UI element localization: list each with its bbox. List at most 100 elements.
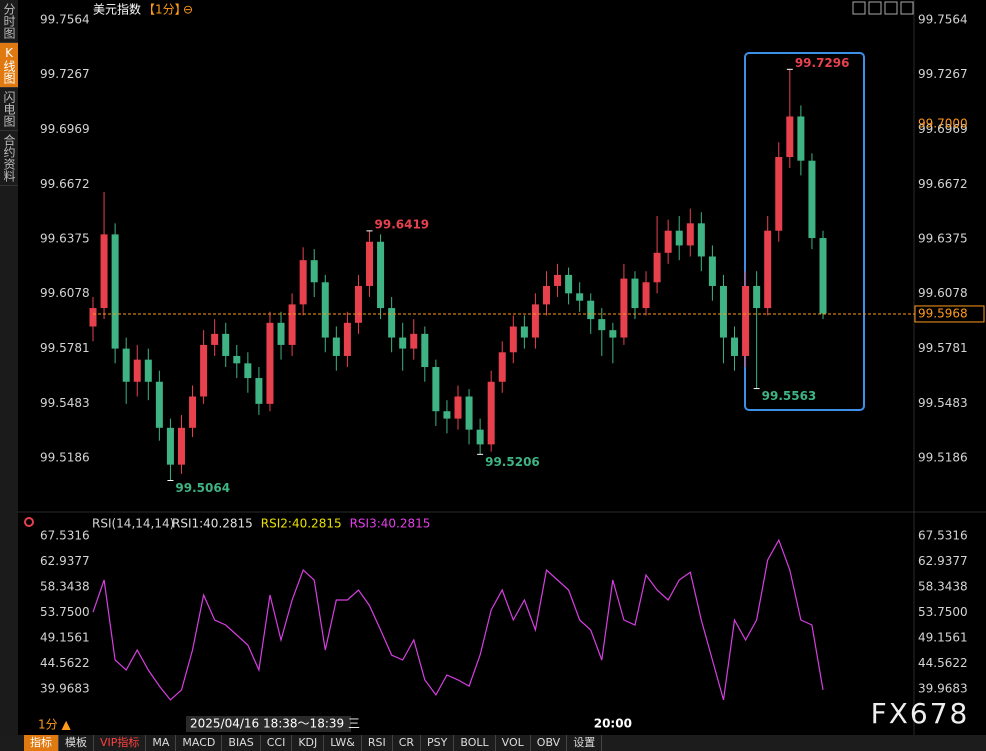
candle-body — [476, 429, 484, 445]
candle-body — [520, 326, 528, 338]
y-tick-label: 99.5483 — [40, 396, 90, 410]
toolbar-tab[interactable]: CR — [393, 735, 422, 751]
indicator-readout: RSI1:40.2815 — [172, 517, 253, 531]
candle-body — [321, 282, 329, 338]
candle-body — [89, 308, 97, 327]
zoom-icon[interactable]: ⊖ — [183, 3, 193, 17]
toolbar-tab[interactable]: MACD — [176, 735, 223, 751]
y-tick-label-right: 67.5316 — [918, 529, 968, 543]
candle-body — [399, 337, 407, 349]
chart-title: 美元指数 — [93, 2, 141, 17]
candle-body — [100, 234, 108, 309]
candle-body — [719, 285, 727, 338]
toolbar-tab[interactable]: VIP指标 — [94, 735, 147, 751]
tool-icons — [852, 1, 914, 15]
candle-body — [764, 230, 772, 309]
y-tick-label: 99.6672 — [40, 177, 90, 191]
candle-body — [443, 411, 451, 419]
candle-body — [432, 367, 440, 412]
y-tick-label: 44.5622 — [40, 656, 90, 670]
y-tick-label: 53.7500 — [40, 605, 90, 619]
watermark: FX678 — [871, 697, 970, 730]
candle-body — [366, 241, 374, 286]
toolbar-tab[interactable]: PSY — [421, 735, 455, 751]
crosshair-label-bg — [186, 716, 351, 732]
candle-body — [343, 322, 351, 356]
candle-body — [410, 333, 418, 349]
rsi-line — [92, 538, 824, 701]
y-tick-label: 67.5316 — [40, 529, 90, 543]
toolbar-tab[interactable]: BOLL — [454, 735, 496, 751]
candle-body — [742, 285, 750, 356]
y-tick-label-right: 49.1561 — [918, 631, 968, 645]
toolbar-tab[interactable]: VOL — [496, 735, 531, 751]
toolbar-tab[interactable]: CCI — [261, 735, 293, 751]
toolbar-tab[interactable]: LW& — [324, 735, 362, 751]
y-tick-label-right: 39.9683 — [918, 682, 968, 696]
y-tick-label-right: 58.3438 — [918, 580, 968, 594]
candle-body — [111, 234, 119, 349]
y-tick-label: 99.5186 — [40, 451, 90, 465]
candle-body — [155, 381, 163, 428]
extreme-label: 99.5064 — [175, 481, 230, 495]
candle-body — [775, 157, 783, 231]
y-tick-label-right: 99.6375 — [918, 231, 968, 245]
y-tick-label: 99.6375 — [40, 231, 90, 245]
indicator-name: RSI(14,14,14) — [92, 517, 174, 531]
candle-body — [211, 333, 219, 345]
y-tick-label-right: 62.9377 — [918, 554, 968, 568]
extreme-label: 99.7296 — [795, 56, 850, 70]
extreme-label: 99.5563 — [762, 389, 817, 403]
candle-body — [819, 238, 827, 314]
y-tick-label-right: 99.5483 — [918, 396, 968, 410]
candle-body — [554, 274, 562, 286]
candle-body — [332, 337, 340, 356]
candle-body — [565, 274, 573, 294]
y-tick-label-right: 99.5781 — [918, 341, 968, 355]
side-tab[interactable]: 闪电图 — [0, 88, 18, 131]
toolbar-tab[interactable]: 指标 — [24, 735, 59, 751]
candle-body — [133, 359, 141, 382]
period: 【1分】 — [143, 3, 187, 17]
candle-body — [642, 282, 650, 309]
candle-body — [631, 278, 639, 309]
candle-body — [166, 427, 174, 465]
candle-body — [454, 396, 462, 419]
toolbar-tab[interactable]: RSI — [362, 735, 393, 751]
y-tick-label-right: 99.6078 — [918, 286, 968, 300]
sidebar: 分时图 K线图 闪电图 合约资料 — [0, 0, 18, 735]
candle-body — [487, 381, 495, 445]
toolbar-tab[interactable]: KDJ — [292, 735, 325, 751]
candle-body — [808, 160, 816, 239]
toolbar-tab[interactable]: BIAS — [222, 735, 261, 751]
side-tab[interactable]: K线图 — [0, 43, 18, 88]
side-tab[interactable]: 合约资料 — [0, 131, 18, 186]
candle-body — [377, 241, 385, 309]
toolbar-tab[interactable]: 设置 — [567, 735, 603, 751]
candle-body — [587, 300, 595, 320]
toolbar-tab[interactable]: OBV — [531, 735, 568, 751]
candle-body — [421, 333, 429, 368]
y-tick-label: 99.6969 — [40, 122, 90, 136]
candle-body — [686, 223, 694, 246]
y-tick-label: 99.5781 — [40, 341, 90, 355]
toolbar-tab[interactable]: MA — [146, 735, 177, 751]
side-tab[interactable]: 分时图 — [0, 0, 18, 43]
candle-body — [753, 285, 761, 309]
candle-body — [277, 322, 285, 345]
y-tick-label: 62.9377 — [40, 554, 90, 568]
candle-body — [310, 260, 318, 283]
crosshair-label: 2025/04/16 18:38～18:39 三 — [190, 717, 360, 731]
y-tick-label-right: 99.7267 — [918, 67, 968, 81]
ref-price-label: 99.7000 — [918, 116, 968, 130]
chart: 美元指数 【1分】 ⊖ 1分 ▲ 2025/04/16 18:38～18:39 … — [18, 0, 986, 735]
candle-body — [620, 278, 628, 338]
last-price-label: 99.5968 — [918, 306, 968, 320]
candle-body — [288, 304, 296, 345]
x-tick-label: 20:00 — [594, 717, 632, 731]
y-tick-label: 99.7564 — [40, 12, 90, 26]
toolbar-tab[interactable]: 模板 — [59, 735, 94, 751]
period-label[interactable]: 1分 ▲ — [38, 718, 71, 732]
indicator-icon — [24, 517, 34, 527]
